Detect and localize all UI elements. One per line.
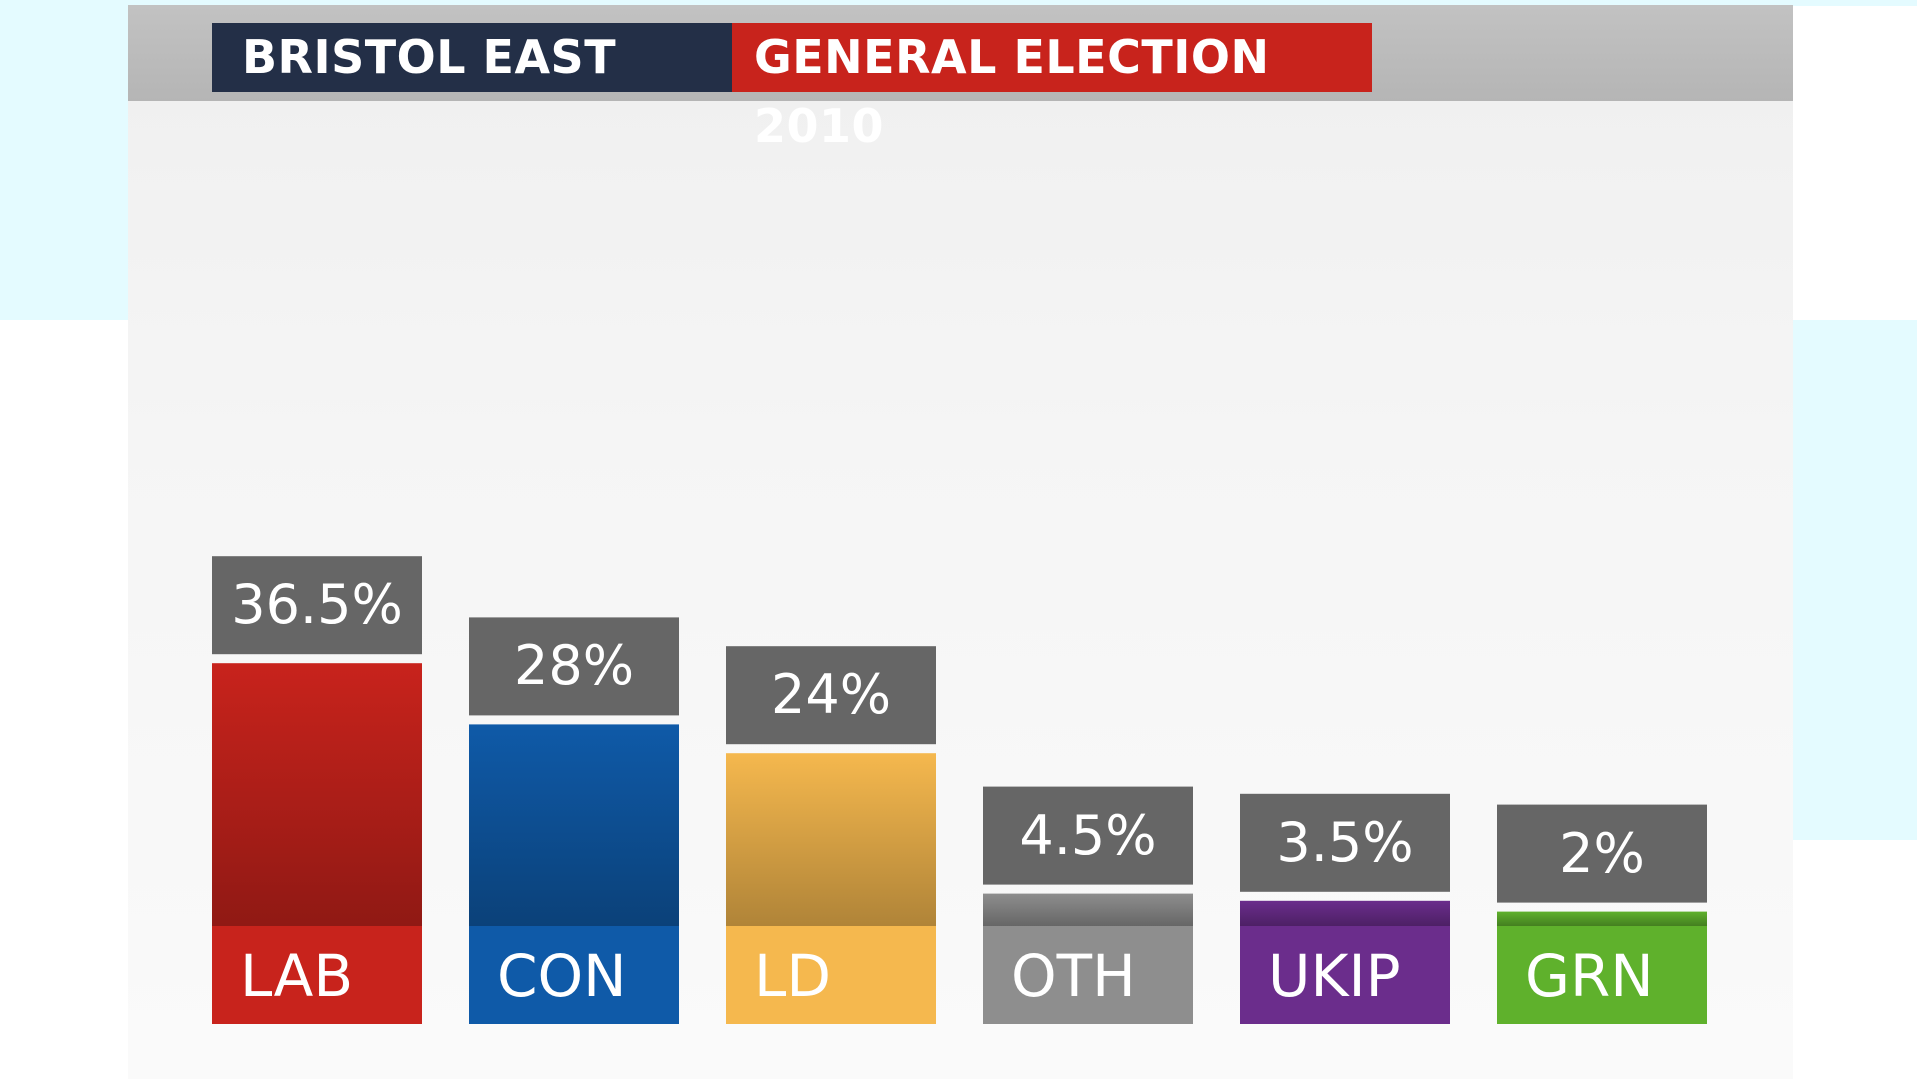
election-title: GENERAL ELECTION 2010 [732,23,1372,153]
constituency-title: BRISTOL EAST [212,23,732,92]
value-label-oth: 4.5% [1019,803,1157,867]
value-label-box-ld [726,646,936,745]
category-label-ld: LD [754,942,831,1010]
value-label-box-ukip [1240,793,1450,892]
value-label-box-grn [1497,804,1707,903]
bar-chart [212,556,1707,1024]
category-block-ld [726,926,936,1024]
category-block-ukip [1240,926,1450,1024]
value-label-grn: 2% [1559,821,1645,885]
category-label-ukip: UKIP [1268,942,1401,1010]
value-label-ukip: 3.5% [1276,810,1414,874]
value-label-lab: 36.5% [231,573,403,637]
bar-ld [726,753,936,926]
category-label-con: CON [497,942,627,1010]
category-label-grn: GRN [1525,942,1654,1010]
header-bar: BRISTOL EAST GENERAL ELECTION 2010 [128,5,1793,153]
value-label-box-con [469,617,679,716]
category-label-oth: OTH [1011,942,1136,1010]
chart-card: BRISTOL EAST GENERAL ELECTION 2010 36.5%… [128,5,1793,1079]
category-block-con [469,926,679,1024]
page-background-right [1790,320,1917,840]
value-label-con: 28% [513,634,635,698]
bar-oth [983,893,1193,926]
page-background-top [0,0,1917,6]
category-block-lab [212,926,422,1024]
bar-ukip [1240,900,1450,926]
category-block-oth [983,926,1193,1024]
page-background-left [0,0,140,320]
value-label-box-oth [983,786,1193,885]
category-block-grn [1497,926,1707,1024]
bar-grn [1497,911,1707,926]
bar-lab [212,663,422,926]
category-label-lab: LAB [240,942,354,1010]
value-label-box-lab [212,556,422,655]
value-label-ld: 24% [770,663,892,727]
bar-con [469,724,679,926]
